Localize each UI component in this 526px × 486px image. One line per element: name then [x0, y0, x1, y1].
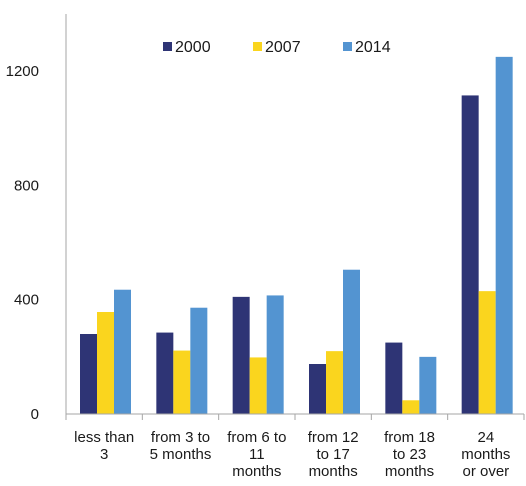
bar-2014-0 [114, 289, 131, 414]
x-tick-label: from 6 to 11 months [227, 429, 286, 480]
legend-swatch-2000 [163, 42, 172, 51]
bar-2000-0 [80, 334, 97, 414]
bar-2000-3 [309, 364, 326, 414]
legend-swatch-2014 [343, 42, 352, 51]
bar-2000-2 [232, 296, 250, 414]
x-tick-label: 24 months or over [461, 429, 510, 480]
bar-2007-3 [326, 351, 343, 414]
bar-2007-5 [478, 291, 496, 414]
y-tick-label: 800 [14, 177, 39, 194]
bar-2014-3 [343, 269, 360, 414]
legend-label-2000: 2000 [175, 39, 211, 56]
bar-2014-2 [266, 295, 284, 414]
legend-label-2014: 2014 [355, 39, 391, 56]
legend-label-2007: 2007 [265, 39, 301, 56]
x-tick-label: less than 3 [74, 429, 134, 463]
y-axis: 0 400 800 1200 [6, 14, 67, 423]
legend-swatch-2007 [253, 42, 262, 51]
bar-2014-4 [419, 356, 437, 414]
bar-2007-4 [402, 400, 420, 414]
x-tick-label: from 12 to 17 months [308, 429, 359, 480]
bar-2014-5 [495, 56, 513, 414]
bar-2000-1 [156, 332, 174, 414]
y-tick-label: 400 [14, 292, 39, 309]
y-tick-label: 1200 [6, 63, 39, 80]
y-tick-label: 0 [31, 406, 39, 423]
bar-2007-1 [173, 350, 191, 414]
bar-2007-2 [249, 357, 267, 414]
legend: 2000 2007 2014 [163, 39, 391, 56]
bar-2000-5 [461, 95, 479, 414]
plot-area [80, 56, 513, 414]
x-axis: less than 3 from 3 to 5 months from 6 to 11 mo… [65, 413, 525, 480]
bar-2014-1 [190, 307, 208, 414]
bar-2000-4 [385, 342, 403, 414]
bar-2007-0 [97, 312, 114, 414]
x-tick-label: from 18 to 23 months [384, 429, 435, 480]
x-tick-label: from 3 to 5 months [150, 429, 212, 463]
